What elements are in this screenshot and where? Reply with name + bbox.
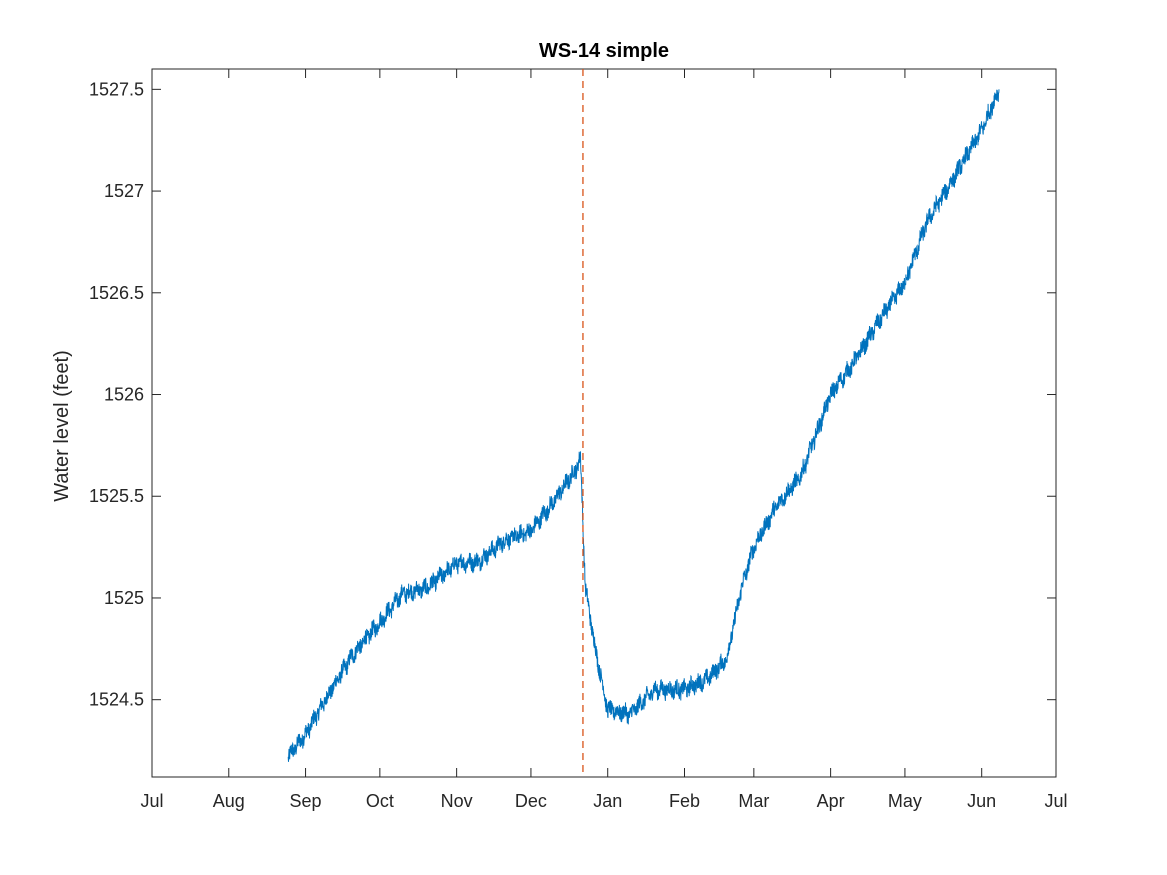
y-tick-label: 1527.5 [89,79,144,99]
y-tick-label: 1525.5 [89,486,144,506]
x-tick-label: Apr [817,791,845,811]
x-tick-label: Aug [213,791,245,811]
y-axis-label: Water level (feet) [51,350,73,502]
x-tick-label: Jan [593,791,622,811]
x-tick-label: Nov [441,791,473,811]
y-tick-label: 1527 [104,181,144,201]
x-tick-label: Jun [967,791,996,811]
y-tick-label: 1526 [104,385,144,405]
chart-title: WS-14 simple [539,40,669,62]
x-tick-label: Jul [1044,791,1067,811]
x-tick-label: Sep [290,791,322,811]
plot-frame [151,68,1057,778]
x-tick-label: Feb [669,791,700,811]
x-tick-label: Oct [366,791,394,811]
x-tick-label: May [888,791,922,811]
y-tick-label: 1525 [104,588,144,608]
x-tick-label: Jul [140,791,163,811]
water-level-series [287,89,1000,762]
y-tick-label: 1524.5 [89,690,144,710]
x-tick-label: Dec [515,791,547,811]
x-tick-label: Mar [738,791,769,811]
y-tick-label: 1526.5 [89,283,144,303]
